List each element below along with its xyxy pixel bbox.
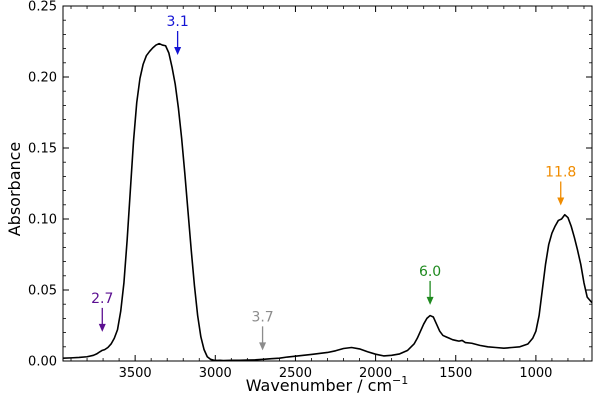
y-tick-label: 0.15 [28,142,57,157]
x-axis-label: Wavenumber / cm−1 [246,374,409,395]
x-tick-label: 3000 [199,366,232,381]
x-tick-label: 1500 [439,366,472,381]
annotation-label: 11.8 [545,165,576,181]
x-tick-label: 2500 [279,366,312,381]
y-axis-label: Absorbance [5,142,24,237]
y-tick-label: 0.20 [28,71,57,86]
annotation-arrow-head [259,342,267,351]
annotation-arrow-head [174,46,182,55]
y-tick-label: 0.25 [28,0,57,15]
annotation-label: 3.7 [251,309,273,325]
annotation-arrow-head [98,323,106,332]
x-tick-label: 3500 [119,366,152,381]
x-tick-label: 2000 [359,366,392,381]
x-axis-label-text: Wavenumber / cm [246,376,392,395]
spectrum-line-0 [62,42,593,362]
y-tick-label: 0.10 [28,213,57,228]
annotation-arrow-head [426,296,434,305]
plot-area [62,5,593,362]
annotation-label: 3.1 [166,14,188,30]
annotation-label: 6.0 [419,264,441,280]
annotation-label: 2.7 [91,291,113,307]
annotation-arrow-head [557,197,565,206]
axis-ticks: 3500 3000 2500 2000 1500 1000 0.00 0.05 0.10 0.15… [28,0,592,381]
x-axis-label-superscript: −1 [392,374,408,387]
y-tick-label: 0.00 [28,355,57,370]
x-tick-label: 1000 [519,366,552,381]
annotations: 2.7 3.1 3.7 6.0 11.8 [91,14,576,351]
y-tick-label: 0.05 [28,284,57,299]
plot-frame [62,5,593,362]
